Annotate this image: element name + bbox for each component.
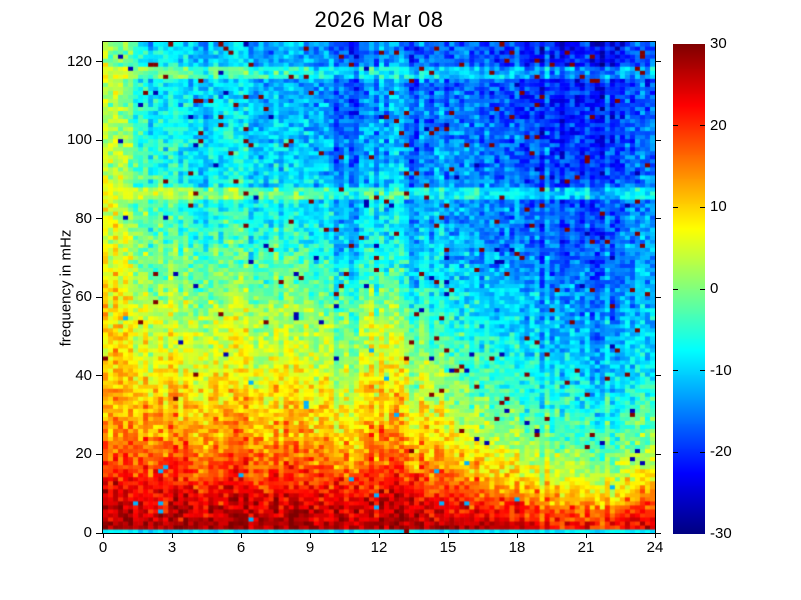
colorbar-canvas xyxy=(673,44,705,534)
y-tick-mark-right xyxy=(656,139,661,141)
y-tick-label: 60 xyxy=(75,288,92,306)
y-tick-mark xyxy=(96,532,102,534)
colorbar-tick-mark xyxy=(673,125,678,127)
x-tick-label: 18 xyxy=(508,539,526,556)
colorbar-tick-mark-right xyxy=(700,125,705,127)
y-tick-mark-right xyxy=(656,296,661,298)
x-tick-label: 12 xyxy=(370,539,388,556)
y-tick-label: 100 xyxy=(66,131,92,149)
x-tick-mark xyxy=(102,534,104,538)
colorbar-tick-mark xyxy=(673,370,678,372)
x-tick-label: 21 xyxy=(577,539,595,556)
x-tick-mark xyxy=(447,534,449,538)
colorbar-tick-label: -20 xyxy=(710,443,732,461)
x-tick-label: 24 xyxy=(646,539,664,556)
colorbar-tick-label: 30 xyxy=(710,35,727,52)
colorbar-tick-label: 0 xyxy=(710,280,719,297)
y-tick-mark xyxy=(96,453,102,455)
colorbar-tick-mark xyxy=(673,451,678,453)
y-tick-label: 80 xyxy=(75,209,92,227)
y-tick-label: 120 xyxy=(66,52,92,70)
x-tick-mark xyxy=(654,534,656,538)
y-tick-mark-right xyxy=(656,61,661,63)
y-tick-mark xyxy=(96,139,102,141)
colorbar-tick-mark-right xyxy=(700,370,705,372)
y-tick-mark-right xyxy=(656,375,661,377)
colorbar-tick-mark xyxy=(673,288,678,290)
y-tick-mark xyxy=(96,375,102,377)
colorbar-tick-label: 10 xyxy=(710,198,727,216)
y-tick-label: 40 xyxy=(75,366,92,384)
plot-area xyxy=(102,41,656,534)
colorbar-tick-mark-right xyxy=(700,288,705,290)
x-tick-mark xyxy=(171,534,173,538)
x-tick-mark xyxy=(585,534,587,538)
y-tick-mark-right xyxy=(656,532,661,534)
colorbar xyxy=(673,44,705,534)
y-tick-mark-right xyxy=(656,218,661,220)
y-tick-label: 20 xyxy=(75,445,92,463)
colorbar-tick-label: 20 xyxy=(710,116,727,134)
x-tick-label: 3 xyxy=(167,539,177,556)
x-tick-mark xyxy=(516,534,518,538)
colorbar-tick-mark xyxy=(673,206,678,208)
y-tick-mark-right xyxy=(656,453,661,455)
y-axis-label: frequency in mHz xyxy=(57,229,75,347)
y-tick-mark xyxy=(96,218,102,220)
colorbar-tick-mark-right xyxy=(700,206,705,208)
x-tick-label: 0 xyxy=(98,539,108,556)
x-tick-mark xyxy=(309,534,311,538)
y-tick-mark xyxy=(96,61,102,63)
y-tick-label: 0 xyxy=(83,524,92,541)
spectrogram-canvas xyxy=(103,42,655,533)
colorbar-tick-label: -10 xyxy=(710,361,732,379)
y-tick-mark xyxy=(96,296,102,298)
x-tick-mark xyxy=(378,534,380,538)
x-tick-label: 9 xyxy=(305,539,315,556)
colorbar-tick-label: -30 xyxy=(710,525,732,542)
x-tick-label: 6 xyxy=(236,539,246,556)
chart-title: 2026 Mar 08 xyxy=(314,7,444,32)
x-tick-mark xyxy=(240,534,242,538)
x-tick-label: 15 xyxy=(439,539,457,556)
colorbar-tick-mark-right xyxy=(700,451,705,453)
